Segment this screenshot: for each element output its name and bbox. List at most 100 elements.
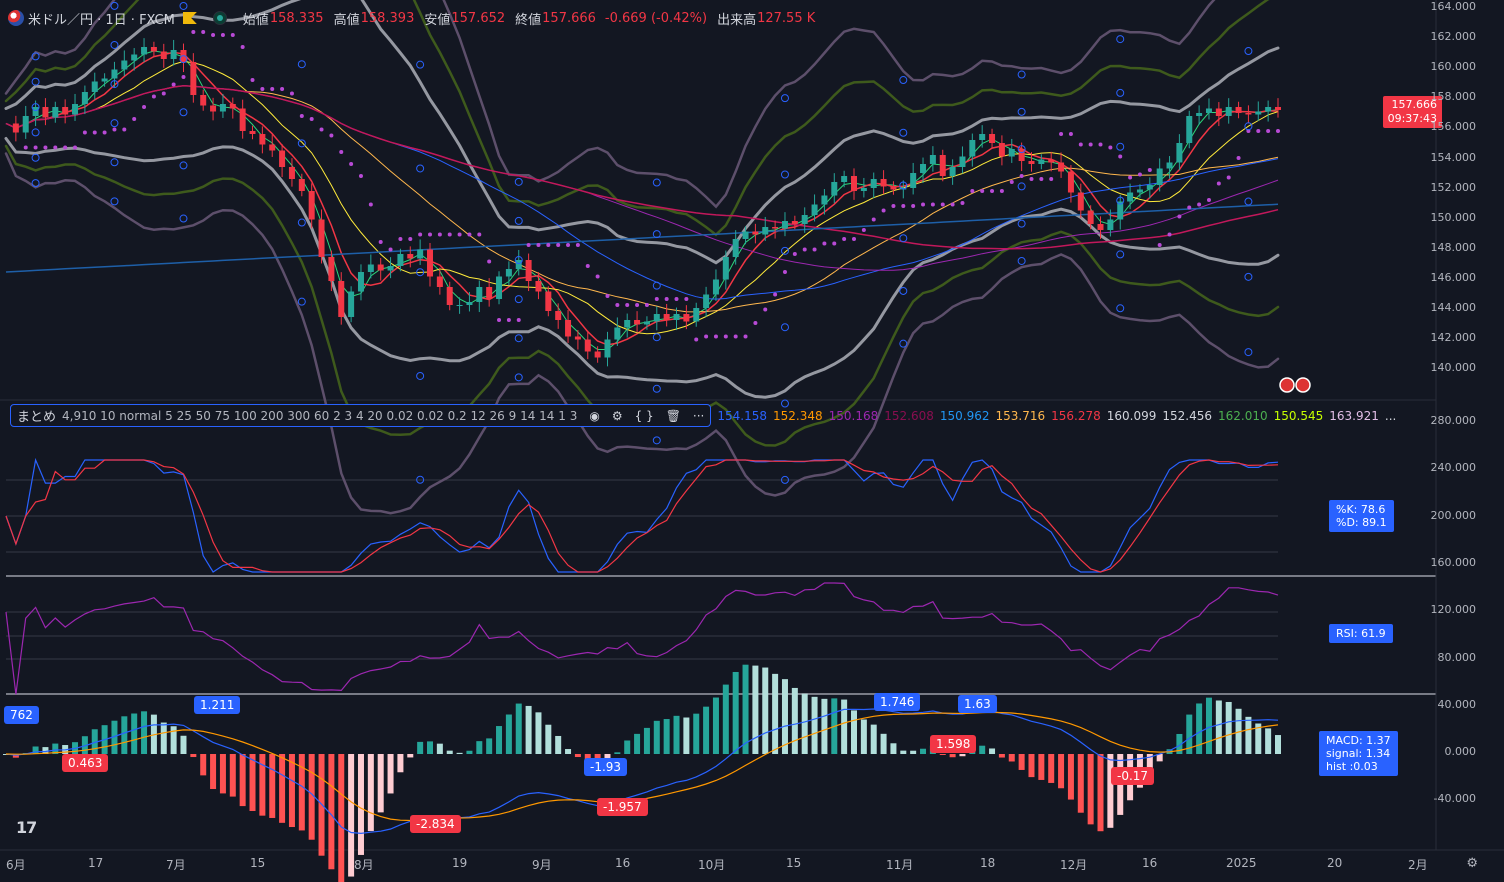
symbol-title[interactable]: 米ドル／円 · 1日 · FXCM — [28, 12, 175, 28]
signal-marker-circle — [416, 475, 425, 484]
macd-histogram-bar — [525, 705, 532, 754]
candle-body — [160, 51, 167, 59]
candle-body — [417, 249, 424, 259]
parabolic-sar-dot — [881, 208, 886, 213]
candle-body — [32, 107, 39, 116]
macd-peak-label: 0.463 — [62, 754, 109, 772]
parabolic-sar-dot — [1206, 198, 1211, 202]
candle-body — [624, 320, 631, 328]
signal-marker-circle — [652, 333, 661, 342]
signal-marker-circle — [780, 323, 789, 332]
parabolic-sar-dot — [1068, 132, 1073, 136]
signal-marker-circle — [1244, 197, 1253, 206]
candle-body — [1067, 171, 1074, 193]
time-axis-label: 11月 — [886, 858, 914, 872]
market-status-icon[interactable] — [212, 11, 227, 25]
signal-marker-circle — [31, 179, 40, 188]
price-axis-label: 156.000 — [1430, 120, 1477, 134]
macd-histogram-bar — [663, 719, 670, 754]
parabolic-sar-dot — [280, 87, 285, 91]
candle-body — [752, 231, 759, 235]
indicator-legend: まとめ 4,910 10 normal 5 25 50 75 100 200 3… — [10, 404, 1396, 427]
parabolic-sar-dot — [921, 202, 926, 207]
signal-marker-circle — [297, 218, 306, 227]
candle-body — [1087, 210, 1094, 224]
candle-body — [446, 287, 453, 305]
signal-marker-circle — [179, 55, 188, 64]
signal-marker-circle — [1017, 219, 1026, 228]
oscillator-axis-label: 120.000 — [1430, 603, 1477, 617]
delete-icon[interactable]: 🗑 — [665, 408, 681, 423]
macd-histogram-bar — [496, 726, 503, 754]
parabolic-sar-dot — [980, 189, 985, 193]
price-axis-label: 160.000 — [1430, 60, 1477, 74]
bollinger-band-line — [4, 0, 1270, 237]
signal-marker-circle — [1116, 88, 1125, 97]
settings-icon[interactable]: ⚙ — [611, 408, 623, 423]
candle-body — [693, 308, 700, 322]
eye-icon[interactable]: ◉ — [589, 408, 600, 423]
candle-body — [308, 191, 315, 220]
signal-marker-circle — [899, 339, 908, 348]
macd-histogram-bar — [555, 735, 562, 754]
candle-body — [920, 164, 927, 173]
candle-body — [328, 257, 335, 281]
macd-histogram-bar — [979, 745, 986, 754]
parabolic-sar-dot — [506, 318, 511, 322]
candle-body — [436, 276, 443, 287]
time-axis-label: 17 — [88, 856, 104, 870]
time-axis-label: 2月 — [1408, 858, 1428, 872]
macd-histogram-bar — [673, 715, 680, 754]
signal-marker-circle — [1017, 182, 1026, 191]
candle-body — [910, 173, 917, 188]
candle-body — [614, 327, 621, 340]
macd-histogram-bar — [160, 722, 167, 754]
parabolic-sar-dot — [1137, 172, 1142, 177]
low-label: 安値 — [424, 12, 451, 28]
signal-marker-circle — [31, 52, 40, 61]
more-icon[interactable]: ··· — [692, 408, 705, 423]
macd-peak-label: 1.211 — [194, 696, 241, 714]
candle-body — [81, 92, 88, 104]
signal-marker-circle — [1017, 256, 1026, 265]
parabolic-sar-dot — [132, 117, 137, 121]
signal-marker-circle — [652, 281, 661, 290]
macd-histogram-bar — [574, 754, 581, 758]
candle-body — [62, 107, 69, 115]
stoch-d-value: %D: 89.1 — [1336, 516, 1387, 529]
parabolic-sar-dot — [1059, 132, 1064, 136]
signal-marker-circle — [1116, 304, 1125, 313]
candle-body — [150, 47, 157, 52]
bookmark-flag-icon[interactable] — [182, 12, 197, 24]
time-axis-settings-icon[interactable]: ⚙ — [1466, 856, 1478, 871]
macd-histogram-bar — [890, 743, 897, 754]
time-axis-label: 7月 — [166, 858, 186, 872]
time-axis-label: 18 — [980, 856, 996, 870]
tradingview-logo[interactable]: 17 — [16, 818, 37, 837]
candle-body — [229, 104, 236, 109]
change-value: -0.669 (-0.42%) — [604, 10, 708, 26]
source-code-icon[interactable]: { } — [634, 408, 654, 423]
macd-histogram-bar — [298, 754, 305, 831]
parabolic-sar-dot — [723, 334, 728, 339]
candle-body — [525, 260, 532, 281]
parabolic-sar-dot — [763, 307, 768, 312]
macd-histogram-bar — [1205, 697, 1212, 754]
signal-marker-circle — [1017, 70, 1026, 79]
candle-body — [456, 305, 463, 306]
macd-histogram-bar — [989, 748, 996, 754]
macd-histogram-bar — [791, 687, 798, 754]
signal-marker-circle — [1116, 196, 1125, 205]
moving-average-line — [5, 84, 1279, 250]
macd-histogram-bar — [1146, 754, 1153, 777]
parabolic-sar-dot — [1098, 142, 1103, 147]
macd-histogram-bar — [683, 717, 690, 754]
signal-marker-circle — [1116, 142, 1125, 151]
parabolic-sar-dot — [349, 162, 354, 166]
indicator-legend-box[interactable]: まとめ 4,910 10 normal 5 25 50 75 100 200 3… — [10, 404, 712, 427]
candle-body — [781, 221, 788, 229]
parabolic-sar-dot — [220, 33, 225, 37]
signal-marker-circle — [1244, 47, 1253, 56]
parabolic-sar-dot — [999, 189, 1004, 193]
